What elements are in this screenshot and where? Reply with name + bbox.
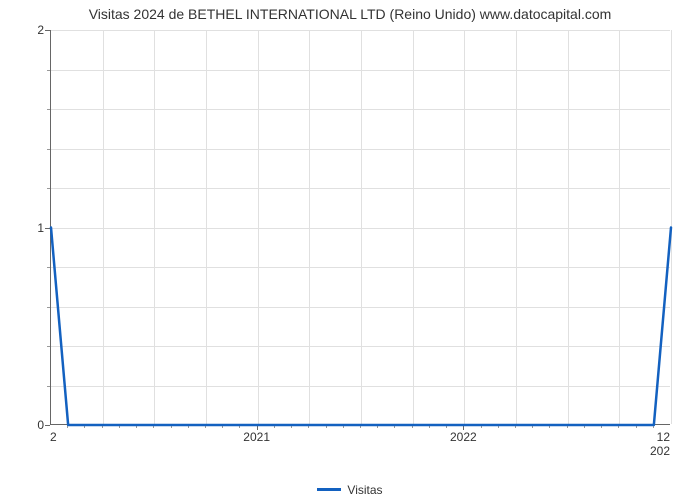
x-tick-label: 2022: [450, 430, 477, 444]
y-tick-label: 0: [14, 418, 44, 432]
series-line: [51, 30, 671, 425]
chart-title: Visitas 2024 de BETHEL INTERNATIONAL LTD…: [0, 6, 700, 22]
x-tick-label-right-extra: 12 202: [650, 430, 670, 458]
legend: Visitas: [0, 478, 700, 497]
x-tick-label: 2021: [243, 430, 270, 444]
y-tick-label: 1: [14, 221, 44, 235]
y-tick-label: 2: [14, 23, 44, 37]
legend-swatch: [317, 488, 341, 491]
legend-item: Visitas: [317, 483, 382, 497]
legend-label: Visitas: [347, 483, 382, 497]
x-tick-label-left-extra: 2: [50, 430, 57, 444]
plot-area: [50, 30, 670, 425]
chart-container: Visitas 2024 de BETHEL INTERNATIONAL LTD…: [0, 0, 700, 500]
y-major-tick: [45, 425, 50, 426]
